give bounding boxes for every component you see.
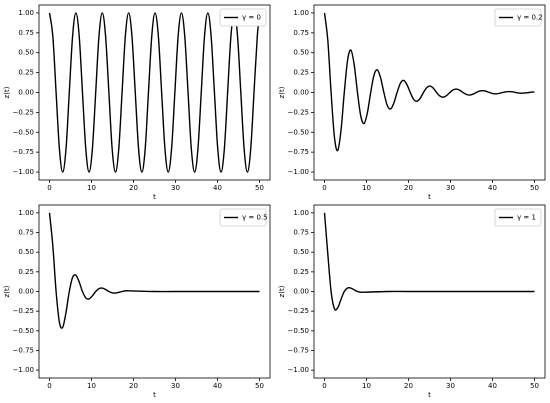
x-tick-label: 0 bbox=[322, 184, 326, 192]
y-tick-label: 0.75 bbox=[18, 29, 34, 37]
y-tick-label: 0.75 bbox=[293, 29, 309, 37]
x-tick-label: 20 bbox=[129, 184, 138, 192]
y-tick-label: −0.25 bbox=[288, 108, 309, 116]
y-tick-label: −0.50 bbox=[288, 327, 309, 335]
y-tick-label: −0.75 bbox=[288, 346, 309, 354]
x-tick-label: 50 bbox=[255, 184, 264, 192]
x-tick-label: 20 bbox=[129, 382, 138, 390]
y-axis-label: z(t) bbox=[3, 285, 11, 297]
legend-box bbox=[219, 8, 267, 27]
x-tick-label: 20 bbox=[404, 184, 413, 192]
x-tick-label: 40 bbox=[488, 382, 497, 390]
y-tick-label: −0.50 bbox=[13, 128, 34, 136]
x-tick-label: 0 bbox=[47, 382, 51, 390]
y-tick-label: −1.00 bbox=[13, 168, 34, 176]
y-axis-label: z(t) bbox=[278, 86, 286, 98]
data-line bbox=[323, 12, 535, 152]
y-tick-label: −0.25 bbox=[13, 307, 34, 315]
x-axis-label: t bbox=[153, 391, 156, 399]
legend-label: γ = 0.5 bbox=[242, 214, 268, 222]
x-axis-label: t bbox=[428, 391, 431, 399]
subplot: 0 10 20 30 40 50 −1.00 −0.75 −0.50 −0.25 0.00 0.25 0… bbox=[278, 4, 546, 201]
x-tick-label: 0 bbox=[322, 382, 326, 390]
y-tick-label: 0.50 bbox=[18, 49, 34, 57]
legend-label: γ = 1 bbox=[517, 214, 536, 222]
y-tick-label: 0.25 bbox=[293, 69, 309, 77]
x-tick-label: 40 bbox=[213, 382, 222, 390]
y-tick-label: −0.50 bbox=[13, 327, 34, 335]
y-tick-label: −0.25 bbox=[288, 307, 309, 315]
x-tick-label: 10 bbox=[362, 184, 371, 192]
y-tick-label: 0.25 bbox=[293, 268, 309, 276]
y-tick-label: 0.50 bbox=[293, 49, 309, 57]
y-tick-label: −0.75 bbox=[288, 148, 309, 156]
y-tick-label: 0.50 bbox=[18, 248, 34, 256]
y-tick-label: 1.00 bbox=[18, 9, 34, 17]
y-tick-label: 1.00 bbox=[18, 209, 34, 217]
y-axis-label: z(t) bbox=[3, 86, 11, 98]
axes-frame bbox=[313, 4, 546, 181]
legend-box bbox=[219, 208, 267, 227]
y-tick-label: 0.25 bbox=[18, 268, 34, 276]
y-tick-label: 0.00 bbox=[18, 89, 34, 97]
y-tick-label: −0.75 bbox=[13, 346, 34, 354]
x-tick-label: 20 bbox=[404, 382, 413, 390]
x-tick-label: 30 bbox=[171, 184, 180, 192]
y-axis-label: z(t) bbox=[278, 285, 286, 297]
y-tick-label: 1.00 bbox=[293, 9, 309, 17]
subplot: 0 10 20 30 40 50 −1.00 −0.75 −0.50 −0.25 0.00 0.25 0… bbox=[278, 204, 546, 399]
legend-label: γ = 0.2 bbox=[517, 14, 543, 22]
x-axis-label: t bbox=[153, 193, 156, 201]
y-tick-label: 0.50 bbox=[293, 248, 309, 256]
x-tick-label: 10 bbox=[87, 184, 96, 192]
x-tick-label: 40 bbox=[488, 184, 497, 192]
x-tick-label: 10 bbox=[87, 382, 96, 390]
x-axis-label: t bbox=[428, 193, 431, 201]
x-tick-label: 50 bbox=[530, 382, 539, 390]
y-tick-label: 0.75 bbox=[293, 229, 309, 237]
y-tick-label: 0.25 bbox=[18, 69, 34, 77]
subplot: 0 10 20 30 40 50 −1.00 −0.75 −0.50 −0.25 0.00 0.25 0… bbox=[3, 204, 271, 399]
x-tick-label: 50 bbox=[255, 382, 264, 390]
data-line bbox=[48, 12, 261, 173]
x-tick-label: 10 bbox=[362, 382, 371, 390]
legend-box bbox=[494, 8, 542, 27]
x-tick-label: 0 bbox=[47, 184, 51, 192]
y-tick-label: −0.50 bbox=[288, 128, 309, 136]
y-tick-label: −0.25 bbox=[13, 108, 34, 116]
data-line bbox=[323, 212, 535, 311]
y-tick-label: 0.00 bbox=[293, 89, 309, 97]
y-tick-label: −1.00 bbox=[288, 366, 309, 374]
y-tick-label: −1.00 bbox=[13, 366, 34, 374]
x-tick-label: 50 bbox=[530, 184, 539, 192]
data-line bbox=[48, 212, 260, 329]
y-tick-label: 0.00 bbox=[293, 288, 309, 296]
legend-label: γ = 0 bbox=[242, 14, 261, 22]
y-tick-label: 0.00 bbox=[18, 288, 34, 296]
x-tick-label: 30 bbox=[171, 382, 180, 390]
legend-box bbox=[494, 208, 542, 227]
x-tick-label: 30 bbox=[446, 382, 455, 390]
y-tick-label: 1.00 bbox=[293, 209, 309, 217]
x-tick-label: 30 bbox=[446, 184, 455, 192]
y-tick-label: −1.00 bbox=[288, 168, 309, 176]
y-tick-label: −0.75 bbox=[13, 148, 34, 156]
y-tick-label: 0.75 bbox=[18, 229, 34, 237]
x-tick-label: 40 bbox=[213, 184, 222, 192]
subplot: 0 10 20 30 40 50 −1.00 −0.75 −0.50 −0.25 0.00 0.25 0… bbox=[3, 4, 271, 201]
